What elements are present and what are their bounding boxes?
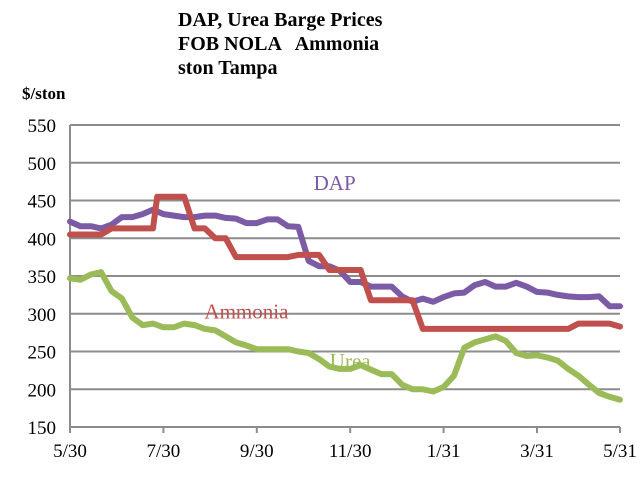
y-tick-label: 200	[28, 380, 57, 401]
x-tick-label: 1/31	[427, 441, 461, 462]
x-tick-label: 11/30	[329, 441, 372, 462]
y-tick-label: 350	[28, 267, 57, 288]
series-labels: DAP Ammonia Urea	[204, 171, 371, 373]
x-tick-label: 7/30	[147, 441, 181, 462]
series-lines	[67, 193, 623, 403]
x-tick-label: 5/30	[53, 441, 87, 462]
x-tick-label: 9/30	[240, 441, 274, 462]
chart-title: DAP, Urea Barge Prices FOB NOLA Ammonia …	[178, 8, 382, 80]
chart-title-line-1: DAP, Urea Barge Prices	[178, 9, 383, 31]
y-tick-label: 400	[28, 229, 57, 250]
chart-title-line-2: FOB NOLA Ammonia	[178, 33, 380, 55]
x-tick-label: 3/31	[520, 441, 554, 462]
x-tick-label: 5/31	[603, 441, 637, 462]
series-label-dap: DAP	[314, 171, 356, 195]
series-line-dap	[67, 206, 623, 310]
y-tick-label: 300	[28, 305, 57, 326]
y-tick-label: 250	[28, 343, 57, 364]
series-label-ammonia: Ammonia	[204, 299, 289, 323]
y-tick-label: 150	[28, 418, 57, 439]
axes: 150 200 250 300 350 400 450 500 550 5/30 7/30 9/30 1…	[28, 116, 637, 462]
y-axis-label: $/ston	[22, 84, 66, 103]
series-label-urea: Urea	[330, 349, 371, 373]
y-tick-label: 550	[28, 116, 57, 137]
series-line-ammonia	[67, 193, 623, 332]
series-line-urea	[67, 269, 623, 403]
y-tick-label: 500	[28, 154, 57, 175]
y-tick-label: 450	[28, 192, 57, 213]
chart-title-line-3: ston Tampa	[178, 57, 278, 79]
